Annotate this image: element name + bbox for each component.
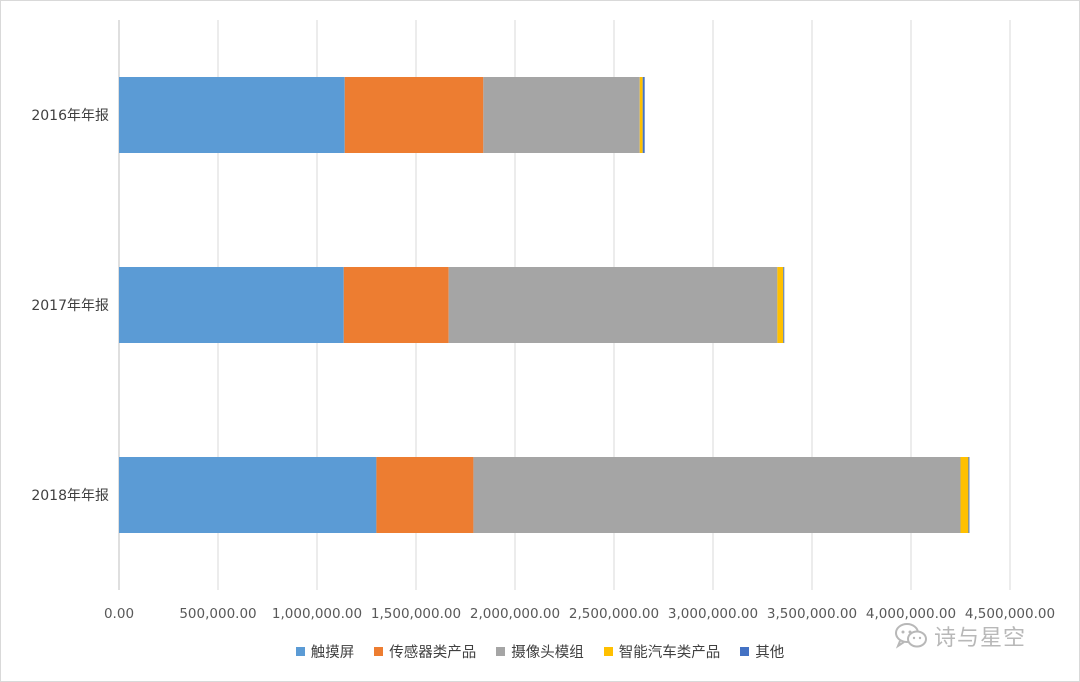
wechat-icon [895, 623, 927, 649]
legend-swatch [496, 646, 506, 656]
bar-segment [119, 267, 344, 343]
x-tick-label: 3,500,000.00 [767, 606, 857, 622]
bar-segment [642, 77, 645, 153]
bar-segment [783, 267, 785, 343]
legend-swatch [603, 646, 613, 656]
bar-segment [343, 267, 449, 343]
bar-segment [344, 77, 484, 153]
legend-swatch [374, 646, 384, 656]
x-tick-label: 2,000,000.00 [470, 606, 560, 622]
category-label: 2016年年报 [31, 108, 109, 124]
watermark: 诗与星空 [894, 618, 1026, 654]
legend: 触摸屏 传感器类产品 摄像头模组 智能汽车类产品 其他 [0, 640, 1080, 662]
legend-swatch [295, 646, 305, 656]
x-tick-label: 2,500,000.00 [569, 606, 659, 622]
legend-label: 触摸屏 [310, 644, 355, 661]
legend-label: 智能汽车类产品 [618, 644, 721, 661]
bar-segment [960, 457, 969, 533]
x-tick-label: 1,500,000.00 [371, 606, 461, 622]
stacked-bar-chart: 0.00 500,000.00 1,000,000.00 1,500,000.00 2,… [31, 20, 1055, 622]
legend-item: 摄像头模组 [496, 641, 584, 662]
legend-item: 智能汽车类产品 [603, 641, 721, 662]
x-tick-label: 3,000,000.00 [668, 606, 758, 622]
legend-label: 传感器类产品 [389, 644, 477, 661]
legend-label: 其他 [755, 644, 785, 661]
bar-segment [777, 267, 784, 343]
x-tick-label: 0.00 [104, 606, 134, 622]
legend-item: 其他 [740, 641, 784, 662]
legend-item: 传感器类产品 [374, 641, 476, 662]
bar-segment [119, 457, 377, 533]
bar-segment [473, 457, 961, 533]
bar-segment [483, 77, 640, 153]
category-label: 2017年年报 [31, 298, 109, 314]
x-tick-label: 1,000,000.00 [272, 606, 362, 622]
category-label: 2018年年报 [31, 488, 109, 504]
bar-segment [639, 77, 643, 153]
bar-segment [448, 267, 778, 343]
bar-segment [968, 457, 970, 533]
x-tick-label: 4,000,000.00 [866, 606, 956, 622]
legend-item: 触摸屏 [295, 641, 355, 662]
bar-segment [119, 77, 345, 153]
x-tick-label: 4,500,000.00 [965, 606, 1055, 622]
watermark-text: 诗与星空 [934, 626, 1027, 651]
bar-segment [376, 457, 474, 533]
legend-swatch [740, 646, 750, 656]
legend-label: 摄像头模组 [511, 644, 584, 661]
x-tick-label: 500,000.00 [179, 606, 256, 622]
